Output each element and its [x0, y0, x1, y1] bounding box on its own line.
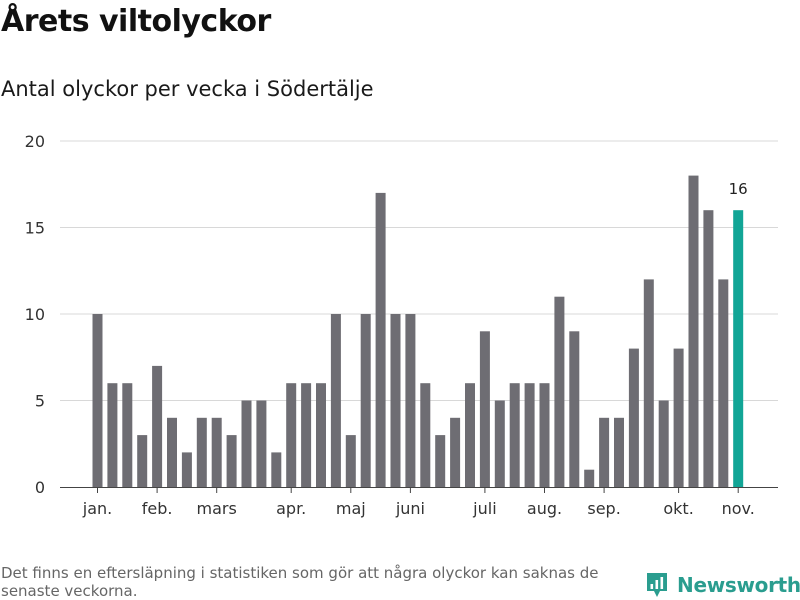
bar — [494, 400, 505, 487]
bar — [196, 417, 207, 487]
bar — [167, 417, 177, 487]
bar — [316, 383, 326, 487]
bar — [286, 383, 297, 487]
x-tick-label: sep. — [587, 499, 620, 518]
x-tick-label: aug. — [527, 499, 562, 518]
x-tick-label: feb. — [142, 499, 173, 518]
bar — [122, 383, 133, 487]
bar — [584, 469, 595, 487]
bar — [375, 192, 386, 487]
bar — [673, 348, 684, 487]
y-tick-label: 10 — [25, 305, 45, 324]
bar — [450, 417, 461, 487]
bar — [435, 435, 446, 487]
bar — [539, 383, 550, 487]
bar — [718, 279, 729, 487]
data-label: 16 — [729, 180, 748, 198]
bar — [152, 365, 163, 487]
y-tick-label: 20 — [25, 132, 45, 151]
y-tick-label: 5 — [35, 392, 45, 411]
x-tick-label: jan. — [82, 499, 112, 518]
bar — [628, 348, 639, 487]
chart-subtitle: Antal olyckor per vecka i Södertälje — [1, 77, 374, 101]
footnote: Det finns en eftersläpning i statistiken… — [1, 564, 599, 600]
x-tick-label: nov. — [722, 499, 755, 518]
bar — [569, 331, 580, 487]
bar — [345, 435, 356, 487]
bar — [405, 314, 416, 487]
bar — [107, 383, 118, 487]
bar — [688, 175, 699, 487]
x-tick-label: okt. — [663, 499, 693, 518]
x-tick-label: apr. — [276, 499, 306, 518]
bar — [614, 417, 624, 487]
bar — [643, 279, 654, 487]
bar — [465, 383, 475, 487]
bar — [703, 210, 714, 487]
bar-chart: 0 5 10 15 20 16 jan. feb. mars apr. maj juni juli aug… — [25, 132, 778, 518]
bar — [554, 296, 565, 487]
bar — [599, 417, 610, 487]
bar — [211, 417, 222, 487]
x-tick-label: juni — [395, 499, 425, 518]
bar — [330, 314, 341, 487]
brand[interactable]: Newsworthy — [645, 570, 800, 600]
x-tick-label: juli — [472, 499, 496, 518]
bar — [226, 435, 237, 487]
brand-name: Newsworthy — [677, 573, 800, 597]
bar-highlight — [733, 210, 744, 487]
y-tick-label: 15 — [25, 219, 45, 238]
bar — [271, 452, 282, 487]
bar — [524, 383, 535, 487]
bar — [301, 383, 312, 487]
bar — [137, 435, 148, 487]
y-tick-label: 0 — [35, 478, 45, 497]
bar — [509, 383, 520, 487]
bar — [479, 331, 490, 487]
bar — [658, 400, 669, 487]
bar — [181, 452, 192, 487]
bar — [92, 314, 103, 487]
chart-title: Årets viltolyckor — [1, 4, 271, 39]
bar — [360, 314, 371, 487]
bar — [241, 400, 252, 487]
newsworthy-logo-icon — [647, 573, 667, 597]
bar — [256, 400, 267, 487]
x-tick-label: mars — [197, 499, 237, 518]
bar — [390, 314, 401, 487]
x-tick-label: maj — [336, 499, 366, 518]
bar — [420, 383, 431, 487]
